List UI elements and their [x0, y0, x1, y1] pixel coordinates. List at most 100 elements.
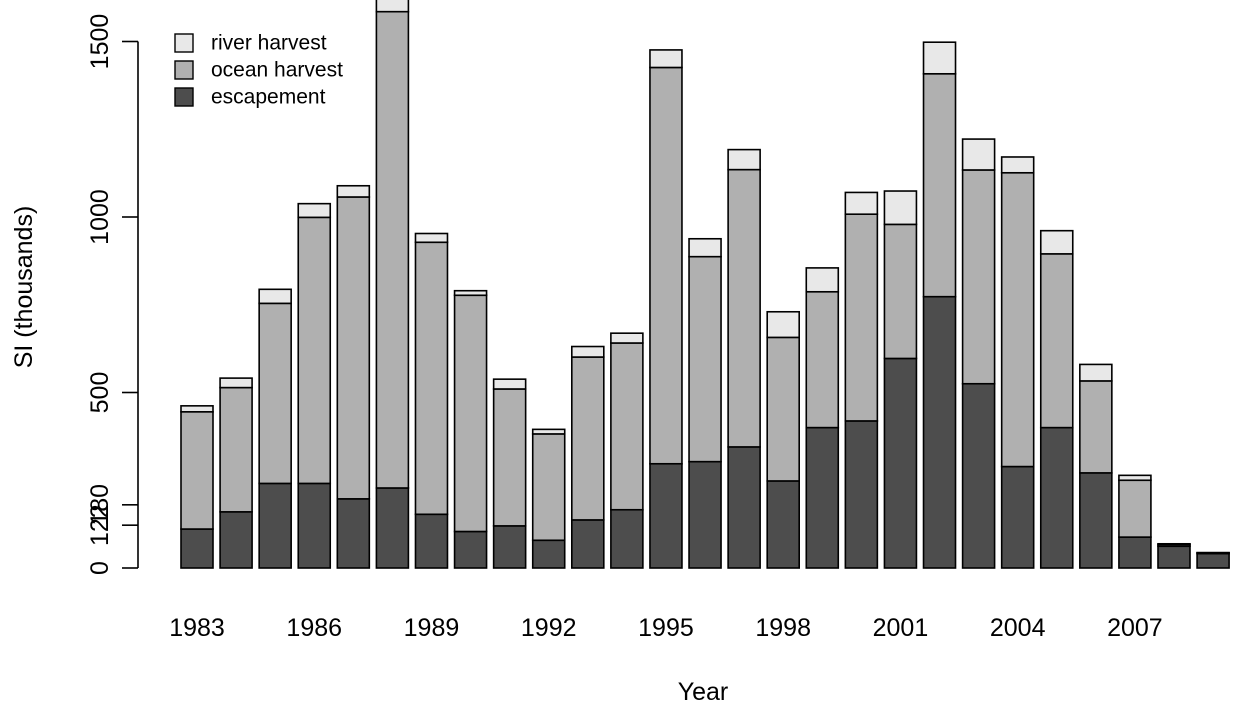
y-axis-title: SI (thousands) [10, 206, 38, 369]
bar-ocean-harvest-2004 [1000, 171, 1035, 468]
legend-swatch-escapement [174, 87, 194, 107]
bar-escapement-2000 [844, 420, 879, 569]
bar-escapement-2005 [1039, 426, 1074, 569]
y-tick-label-180: 180 [86, 484, 114, 526]
y-tick-label-1000: 1000 [86, 189, 114, 245]
legend: river harvest ocean harvest escapement [174, 32, 343, 109]
bar-ocean-harvest-1999 [805, 290, 840, 429]
bar-ocean-harvest-2003 [961, 169, 996, 385]
bar-ocean-harvest-1992 [531, 433, 566, 542]
bar-ocean-harvest-1984 [219, 386, 253, 513]
bar-escapement-2004 [1000, 465, 1035, 569]
x-tick-label-1995: 1995 [638, 614, 694, 642]
bar-river-harvest-1997 [727, 148, 761, 171]
bar-ocean-harvest-2007 [1118, 479, 1152, 538]
bar-river-harvest-2003 [961, 138, 996, 171]
legend-label-escapement: escapement [211, 86, 326, 109]
bar-escapement-2002 [922, 295, 957, 569]
bar-escapement-1991 [492, 525, 527, 569]
bar-river-harvest-1992 [531, 428, 566, 435]
bar-river-harvest-1999 [805, 267, 840, 293]
bar-river-harvest-2005 [1039, 229, 1074, 255]
bar-escapement-1998 [766, 480, 801, 569]
bar-ocean-harvest-1995 [649, 66, 683, 465]
bars-layer [180, 0, 1230, 569]
bar-river-harvest-1987 [336, 184, 371, 198]
bar-river-harvest-2006 [1079, 363, 1113, 382]
bar-escapement-1994 [610, 508, 644, 569]
bar-escapement-1986 [297, 482, 332, 569]
bar-river-harvest-2002 [922, 41, 957, 75]
y-tick-label-500: 500 [86, 372, 114, 414]
bar-river-harvest-1991 [492, 378, 527, 390]
bar-river-harvest-1996 [688, 237, 722, 258]
bar-ocean-harvest-2005 [1039, 253, 1074, 429]
bar-river-harvest-1989 [414, 232, 449, 244]
bar-ocean-harvest-2006 [1079, 380, 1113, 474]
bar-escapement-1988 [375, 487, 410, 569]
y-tick-label-0: 0 [86, 561, 114, 575]
bar-escapement-1997 [727, 446, 761, 569]
bar-ocean-harvest-1997 [727, 168, 761, 448]
bar-river-harvest-1990 [453, 289, 488, 297]
bar-escapement-1989 [414, 513, 449, 569]
bar-ocean-harvest-2002 [922, 72, 957, 298]
bar-river-harvest-2007 [1118, 474, 1152, 482]
bar-escapement-1995 [649, 462, 683, 569]
bar-river-harvest-2008 [1157, 542, 1191, 546]
bar-ocean-harvest-1989 [414, 241, 449, 516]
x-tick-label-1992: 1992 [521, 614, 577, 642]
bar-escapement-2003 [961, 382, 996, 569]
x-axis-title: Year [678, 678, 729, 706]
bar-ocean-harvest-1993 [570, 356, 605, 521]
bar-river-harvest-1984 [219, 377, 253, 389]
bar-river-harvest-1998 [766, 310, 801, 339]
x-tick-label-2001: 2001 [873, 614, 929, 642]
bar-ocean-harvest-2000 [844, 213, 879, 422]
bar-escapement-1996 [688, 460, 722, 569]
bar-river-harvest-1986 [297, 202, 332, 219]
bar-escapement-1993 [570, 519, 605, 569]
bar-escapement-1985 [258, 482, 292, 569]
bar-ocean-harvest-1996 [688, 255, 722, 463]
x-tick-label-1986: 1986 [286, 614, 342, 642]
bar-escapement-1990 [453, 530, 488, 569]
bar-ocean-harvest-1983 [180, 411, 214, 530]
legend-swatch-ocean-harvest [174, 60, 194, 80]
bar-ocean-harvest-1994 [610, 342, 644, 511]
bar-river-harvest-1985 [258, 288, 292, 305]
bar-escapement-1987 [336, 498, 371, 569]
bar-escapement-2007 [1118, 536, 1152, 569]
bar-river-harvest-1988 [375, 0, 410, 13]
bar-river-harvest-2001 [883, 190, 918, 226]
legend-label-ocean-harvest: ocean harvest [211, 59, 343, 82]
bar-escapement-1984 [219, 511, 253, 569]
bar-ocean-harvest-1985 [258, 302, 292, 485]
bar-ocean-harvest-1986 [297, 216, 332, 485]
x-tick-label-2004: 2004 [990, 614, 1046, 642]
y-tick-label-122: 122 [86, 504, 114, 546]
bar-river-harvest-1983 [180, 405, 214, 413]
bar-ocean-harvest-1990 [453, 294, 488, 533]
bar-river-harvest-1993 [570, 345, 605, 358]
x-tick-label-1989: 1989 [404, 614, 460, 642]
bar-ocean-harvest-1988 [375, 10, 410, 489]
bar-river-harvest-1995 [649, 49, 683, 69]
legend-label-river-harvest: river harvest [211, 32, 327, 55]
x-axis: 1983 1986 1989 1992 1995 1998 2001 2004 2007 [169, 614, 1163, 642]
bar-ocean-harvest-1991 [492, 388, 527, 527]
x-tick-label-1983: 1983 [169, 614, 225, 642]
bar-escapement-2009 [1196, 552, 1230, 569]
bar-escapement-1992 [531, 539, 566, 569]
bar-ocean-harvest-1998 [766, 336, 801, 482]
bar-escapement-1983 [180, 528, 214, 569]
bar-escapement-1999 [805, 426, 840, 569]
bar-river-harvest-1994 [610, 332, 644, 344]
bar-ocean-harvest-1987 [336, 196, 371, 500]
bar-escapement-2001 [883, 357, 918, 569]
x-tick-label-2007: 2007 [1107, 614, 1163, 642]
bar-ocean-harvest-2001 [883, 223, 918, 360]
